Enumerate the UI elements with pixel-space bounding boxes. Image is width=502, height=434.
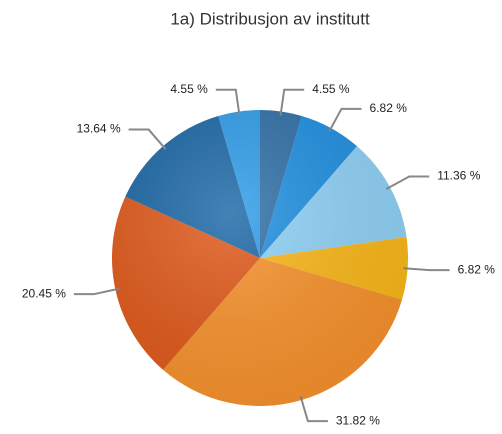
data-label: 4.55 %: [312, 82, 350, 96]
leader-line: [385, 175, 430, 190]
data-label: 11.36 %: [437, 169, 480, 183]
leader-line: [128, 128, 167, 150]
leader-line: [328, 107, 362, 133]
chart-title: 1a) Distribusjon av institutt: [170, 9, 370, 28]
data-label: 4.55 %: [170, 82, 208, 96]
leader-line: [403, 267, 450, 272]
leader-line: [215, 88, 241, 116]
data-label: 31.82 %: [336, 413, 380, 427]
leader-line: [299, 395, 328, 423]
leader-line: [279, 88, 305, 116]
data-label: 13.64 %: [77, 122, 121, 136]
data-label: 6.82 %: [458, 262, 496, 276]
leader-line: [73, 287, 120, 296]
data-label: 20.45 %: [22, 286, 66, 300]
data-label: 6.82 %: [370, 101, 408, 115]
